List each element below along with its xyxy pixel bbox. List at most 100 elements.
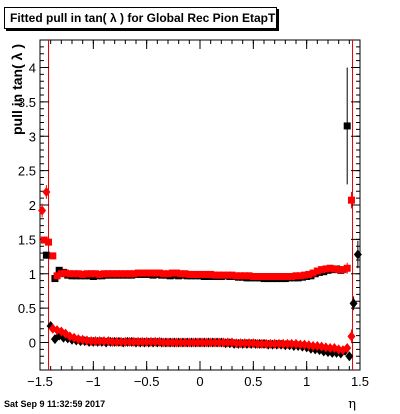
data-point-diamond <box>151 336 160 347</box>
data-point-diamond <box>91 336 100 347</box>
data-point-square <box>275 273 283 280</box>
data-point-diamond <box>287 338 296 349</box>
data-point-diamond <box>266 338 275 349</box>
x-tick-label: 1.5 <box>351 374 369 389</box>
data-point-square <box>104 270 112 278</box>
data-point-diamond <box>240 338 249 349</box>
data-point-square <box>100 270 108 278</box>
data-point-square <box>241 272 249 280</box>
data-point-diamond <box>112 336 121 347</box>
data-point-square <box>185 270 193 278</box>
x-tick-label: 1 <box>303 374 310 389</box>
data-point-square <box>343 264 351 272</box>
x-tick-label: 0 <box>196 374 203 389</box>
y-tick-label: 0 <box>29 336 36 351</box>
data-point-square <box>79 270 87 278</box>
data-point-square <box>164 270 172 278</box>
data-point-diamond <box>223 337 232 348</box>
data-point-square <box>74 270 82 278</box>
data-point-square <box>237 272 245 280</box>
data-point-diamond <box>309 340 318 351</box>
chart-title: Fitted pull in tan( λ ) for Global Rec P… <box>4 7 277 29</box>
data-point-diamond <box>125 336 134 347</box>
data-point-square <box>181 270 189 278</box>
data-point-square <box>121 270 129 278</box>
data-point-square <box>279 273 287 280</box>
data-point-square <box>168 269 176 277</box>
data-point-diamond <box>279 338 288 349</box>
data-point-square <box>126 270 134 278</box>
data-point-square <box>254 273 262 280</box>
data-point-square <box>91 270 99 278</box>
data-point-square <box>309 269 317 277</box>
data-point-square <box>173 269 181 277</box>
data-point-diamond <box>108 336 117 347</box>
data-point-diamond <box>95 336 104 347</box>
data-point-diamond <box>274 338 283 349</box>
data-point-diamond <box>215 337 224 348</box>
data-point-diamond <box>347 331 356 342</box>
data-point-square <box>262 273 270 280</box>
data-point-diamond <box>193 337 202 348</box>
data-point-square <box>130 270 138 278</box>
data-point-square <box>42 251 50 259</box>
data-point-square <box>147 269 155 277</box>
data-point-diamond <box>326 343 335 353</box>
data-point-diamond <box>206 337 215 348</box>
data-point-square <box>190 270 198 278</box>
data-point-square <box>249 273 257 280</box>
data-point-square <box>70 270 78 278</box>
data-point-square <box>143 269 151 277</box>
data-point-square <box>49 252 57 260</box>
datestamp: Sat Sep 9 11:32:59 2017 <box>4 399 106 409</box>
x-tick-label: −0.5 <box>134 374 160 389</box>
data-point-square <box>113 270 121 278</box>
data-point-square <box>211 271 219 279</box>
data-point-square <box>258 273 266 280</box>
y-tick-label: 1 <box>29 267 36 282</box>
data-point-diamond <box>198 337 207 348</box>
data-point-diamond <box>202 337 211 348</box>
data-point-diamond <box>176 337 185 348</box>
data-point-diamond <box>345 351 354 362</box>
data-point-square <box>215 271 223 279</box>
data-point-diamond <box>189 337 198 348</box>
data-point-diamond <box>87 336 96 347</box>
data-point-square <box>40 236 48 244</box>
data-point-diamond <box>142 336 151 347</box>
data-point-diamond <box>270 338 279 349</box>
data-point-square <box>271 273 279 280</box>
y-tick-label: 4 <box>29 61 36 76</box>
data-point-square <box>292 272 300 280</box>
data-point-square <box>228 271 236 279</box>
x-axis-label: η <box>348 397 356 412</box>
data-point-diamond <box>129 336 138 347</box>
data-point-diamond <box>42 186 51 197</box>
data-point-diamond <box>343 343 352 353</box>
data-point-square <box>326 264 334 272</box>
y-tick-label: 2 <box>29 198 36 213</box>
data-point-diamond <box>232 338 241 349</box>
data-point-square <box>53 272 61 280</box>
data-point-square <box>283 273 291 280</box>
data-point-square <box>62 269 70 277</box>
data-point-square <box>301 271 309 279</box>
data-point-diamond <box>253 338 262 349</box>
data-point-square <box>194 270 202 278</box>
data-point-square <box>288 273 296 280</box>
data-point-diamond <box>121 336 130 347</box>
y-tick-label: 3.5 <box>18 95 36 110</box>
data-point-square <box>343 122 351 130</box>
data-point-square <box>313 267 321 275</box>
data-point-square <box>83 270 91 278</box>
y-tick-label: 0.5 <box>18 301 36 316</box>
data-point-square <box>109 270 117 278</box>
data-point-square <box>177 270 185 278</box>
data-point-diamond <box>245 338 254 349</box>
data-point-diamond <box>210 337 219 348</box>
data-point-diamond <box>236 338 245 349</box>
data-point-diamond <box>249 338 258 349</box>
data-point-diamond <box>134 336 143 347</box>
data-point-square <box>322 265 330 273</box>
